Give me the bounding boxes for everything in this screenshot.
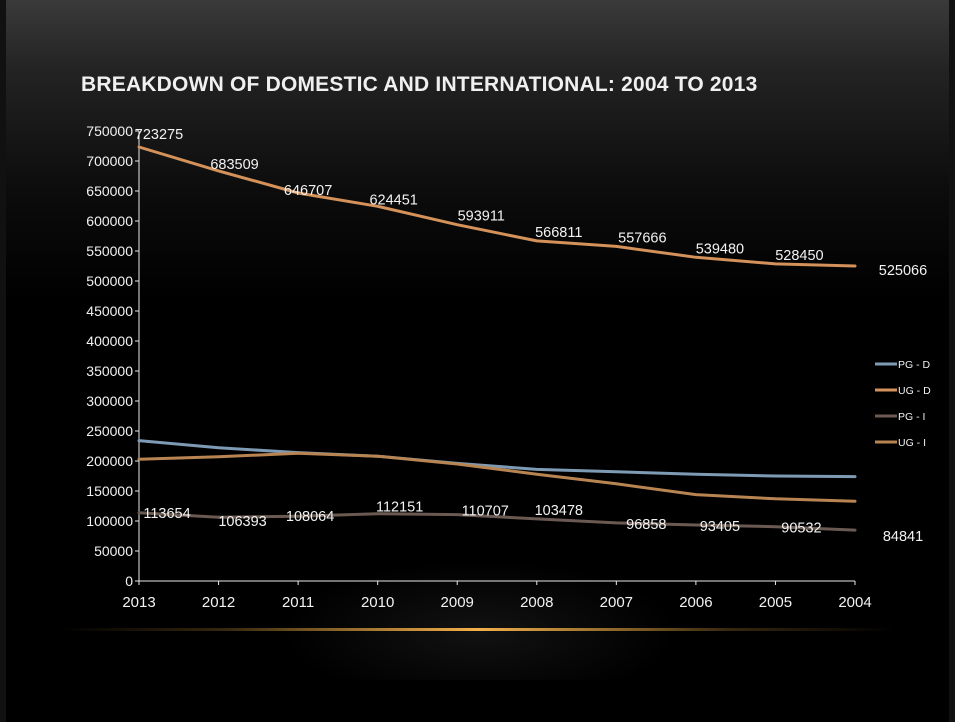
y-tick-label: 450000 — [86, 303, 133, 319]
legend-label: PG - D — [898, 359, 931, 371]
series-line-ug-i — [137, 451, 857, 503]
y-tick-label: 200000 — [86, 453, 133, 469]
x-tick-label: 2004 — [838, 594, 871, 611]
y-tick-label: 350000 — [86, 363, 133, 379]
series-line-pg-i — [137, 511, 857, 532]
data-label: 84841 — [883, 529, 923, 545]
series-line-pg-d — [137, 439, 857, 479]
y-tick-label: 650000 — [86, 183, 133, 199]
legend-label: UG - I — [898, 437, 926, 449]
y-tick-label: 550000 — [86, 243, 133, 259]
y-tick-label: 150000 — [86, 483, 133, 499]
data-label: 646707 — [284, 183, 332, 199]
legend-label: UG - D — [898, 385, 931, 397]
y-tick-label: 500000 — [86, 273, 133, 289]
decorative-accent-line — [60, 628, 895, 631]
x-tick-label: 2012 — [202, 594, 235, 611]
x-tick-label: 2011 — [282, 594, 314, 611]
data-label: 108064 — [286, 509, 334, 525]
data-label: 93405 — [700, 519, 740, 535]
data-label: 566811 — [535, 225, 582, 241]
x-tick-label: 2009 — [441, 594, 474, 611]
decorative-halo — [280, 560, 680, 680]
y-tick-label: 600000 — [86, 213, 133, 229]
data-label: 112151 — [376, 500, 423, 516]
y-tick-label: 50000 — [94, 543, 133, 559]
y-tick-label: 250000 — [86, 423, 133, 439]
data-label: 113654 — [143, 506, 190, 522]
x-tick-label: 2005 — [759, 594, 792, 611]
data-label: 528450 — [775, 248, 823, 264]
x-tick-label: 2010 — [361, 594, 394, 611]
data-label: 525066 — [879, 263, 927, 279]
y-tick-label: 700000 — [86, 153, 133, 169]
data-label: 103478 — [535, 503, 583, 519]
data-label: 110707 — [462, 504, 509, 520]
data-label: 723275 — [135, 127, 183, 143]
x-tick-label: 2007 — [600, 594, 633, 611]
x-tick-label: 2013 — [122, 594, 155, 611]
data-label: 539480 — [696, 241, 744, 257]
legend-label: PG - I — [898, 411, 925, 423]
x-tick-label: 2008 — [520, 594, 553, 611]
y-tick-label: 300000 — [86, 393, 133, 409]
y-tick-label: 0 — [125, 573, 133, 589]
y-tick-label: 750000 — [86, 123, 133, 139]
data-label: 593911 — [458, 209, 505, 225]
y-tick-label: 400000 — [86, 333, 133, 349]
x-tick-label: 2006 — [679, 594, 712, 611]
slide-title: BREAKDOWN OF DOMESTIC AND INTERNATIONAL:… — [81, 73, 758, 96]
data-label: 557666 — [618, 230, 666, 246]
data-label: 90532 — [781, 521, 821, 537]
series-line-ug-d — [137, 145, 857, 268]
y-tick-label: 100000 — [86, 513, 133, 529]
data-label: 683509 — [210, 157, 258, 173]
data-label: 96858 — [626, 517, 666, 533]
data-label: 106393 — [218, 514, 266, 530]
data-label: 624451 — [369, 192, 417, 208]
